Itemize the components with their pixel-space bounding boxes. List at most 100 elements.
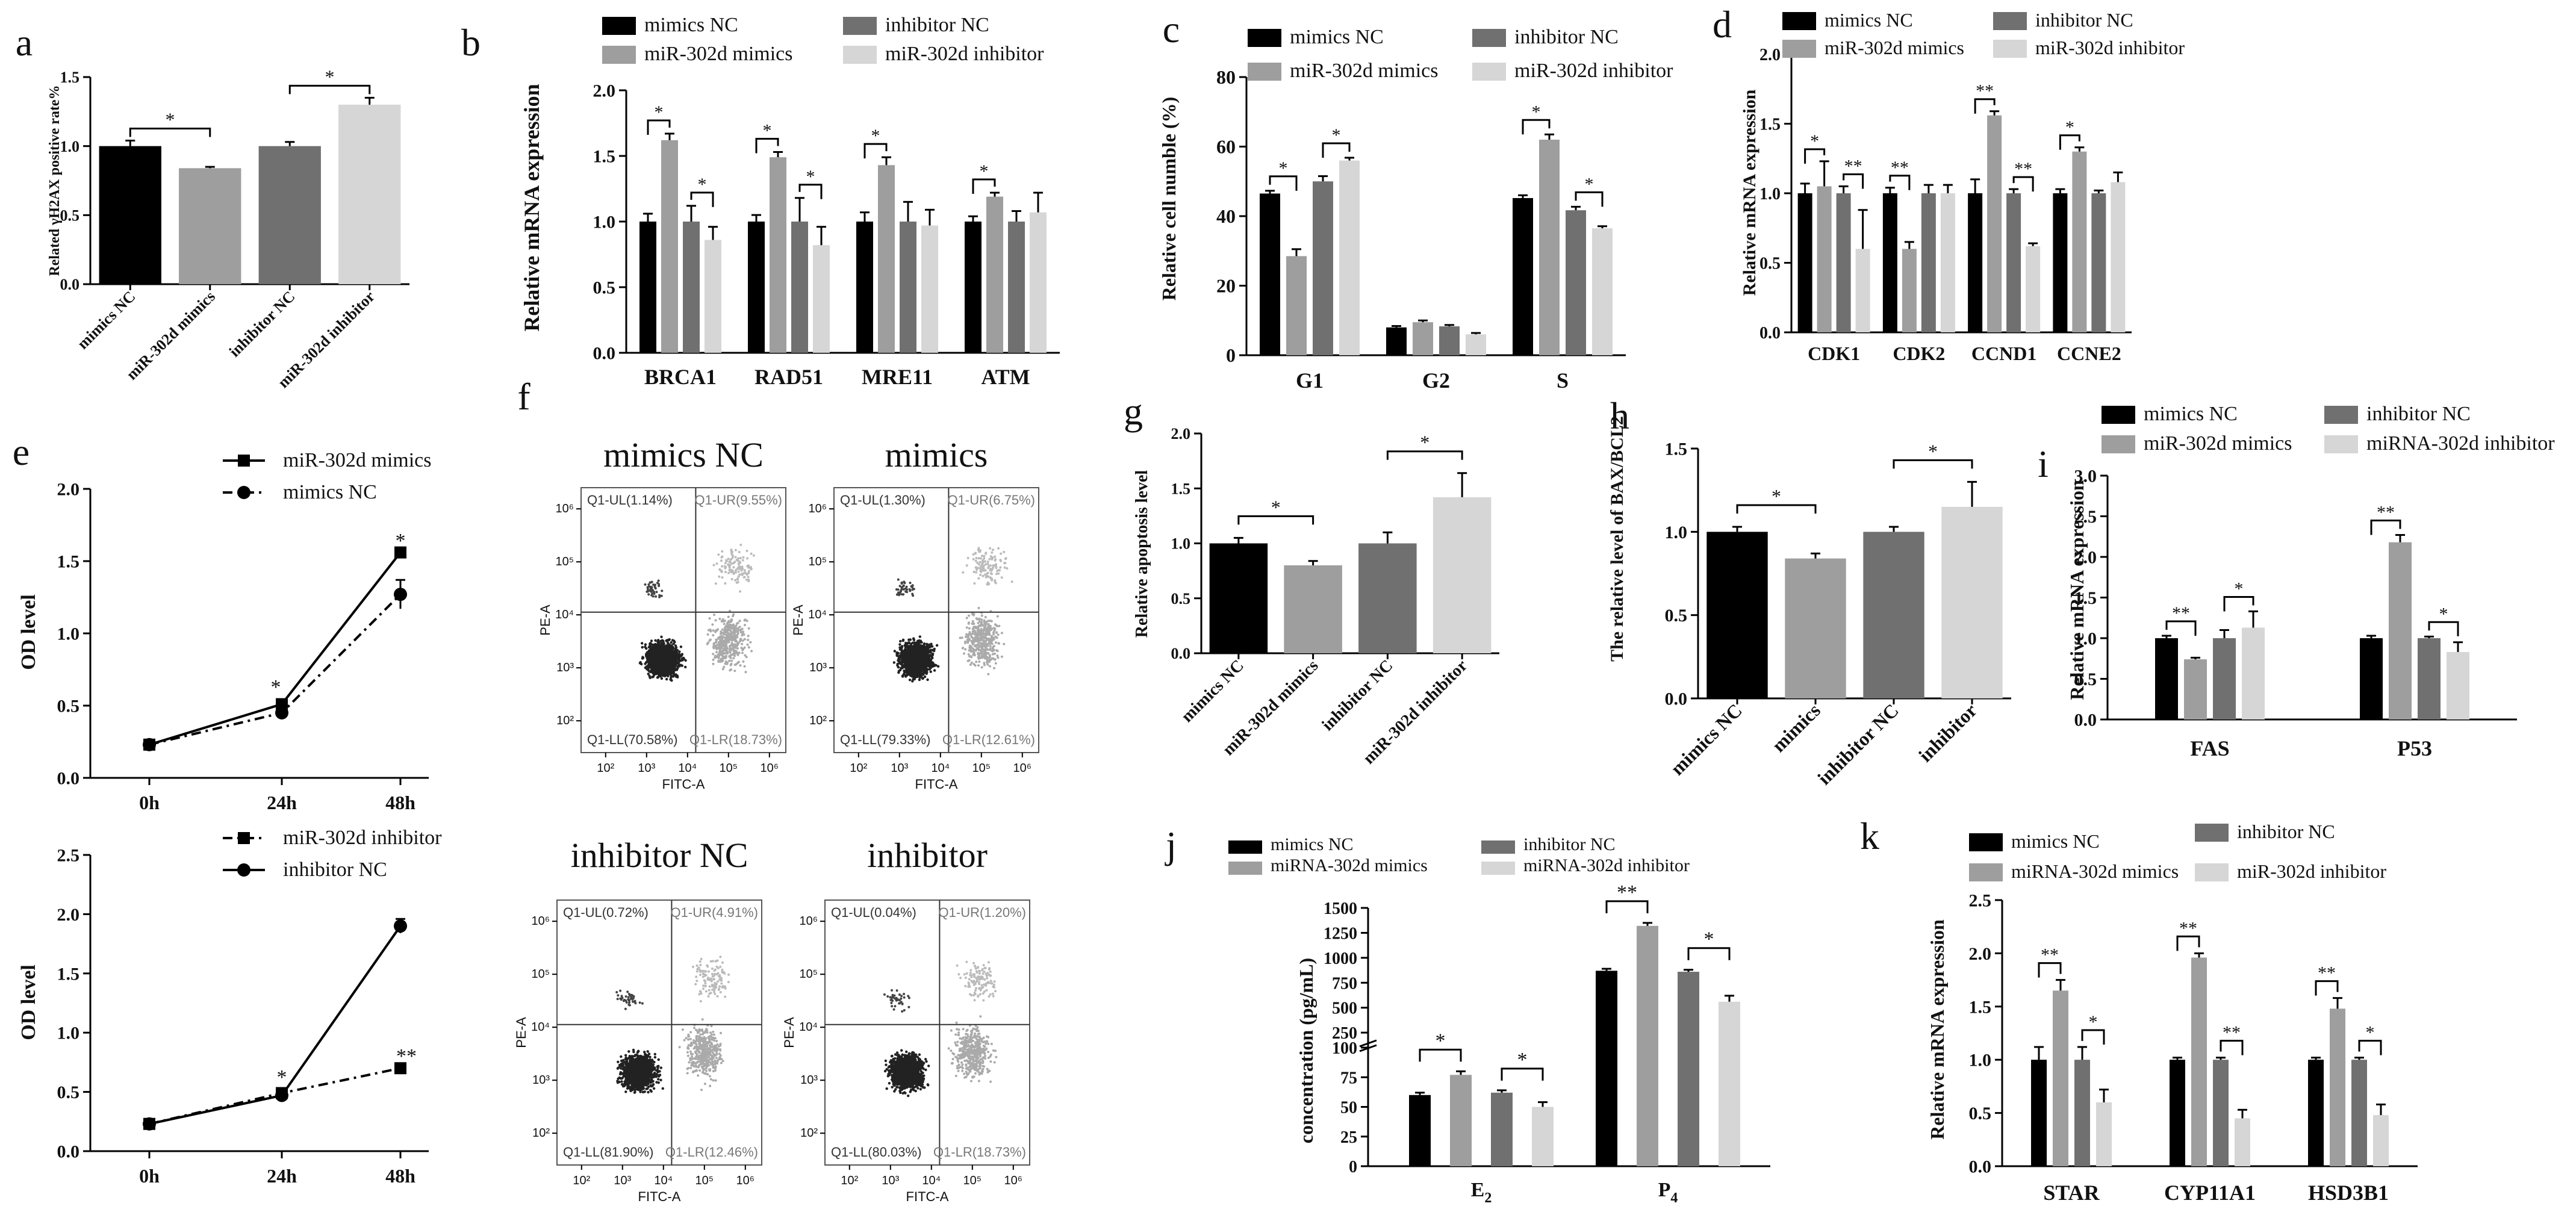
- dot-ll: [678, 650, 681, 653]
- dot-ll: [928, 654, 932, 658]
- dot-right: [742, 660, 745, 663]
- dot-right: [977, 648, 980, 651]
- dot-ll: [684, 659, 687, 662]
- significance-bracket: [647, 119, 671, 135]
- dot-ur: [1003, 550, 1006, 553]
- dot-ur: [999, 566, 1002, 569]
- dot-ll: [666, 639, 669, 642]
- flow-plot-frame: [580, 487, 786, 753]
- dot-ll: [646, 665, 649, 668]
- dot-ll: [675, 660, 678, 663]
- y-tick-label: 2.0: [1171, 425, 1191, 443]
- dot-right: [708, 617, 711, 620]
- flow-plot-2: Q1-UL(1.30%) Q1-UR(6.75%)Q1-LL(79.33%) Q1-…: [791, 435, 1039, 792]
- y-tick-label: 0.5: [57, 1083, 80, 1102]
- dot-ll: [915, 663, 918, 666]
- flow-plot-frame: [833, 487, 1039, 753]
- significance-bracket: [2081, 1029, 2105, 1045]
- dot-right: [971, 622, 974, 625]
- dot-right: [744, 624, 746, 627]
- dot-right: [992, 648, 995, 651]
- significance-label: *: [166, 108, 175, 130]
- dot-ll: [647, 673, 650, 676]
- dot-ll: [926, 650, 929, 653]
- dot-right: [994, 641, 997, 644]
- dot-ul: [654, 587, 657, 590]
- dot-right: [983, 662, 986, 665]
- significance-label: **: [2014, 159, 2032, 179]
- dot-ur: [735, 581, 738, 584]
- x-category-label: CCND1: [1971, 343, 2036, 364]
- dot-ll: [670, 641, 673, 644]
- dot-ur: [966, 556, 969, 559]
- chart-panel-k: 0.00.51.01.52.02.5STAR***CYP11A1****HSD3…: [1860, 815, 2418, 1205]
- point-marker: [394, 546, 406, 559]
- dot-ul: [897, 594, 900, 597]
- y-tick-label: 2.0: [57, 905, 80, 925]
- flow-plot-title: mimics NC: [603, 435, 764, 474]
- legend-swatch-1: [1248, 29, 1281, 47]
- significance-bracket: [2165, 620, 2197, 636]
- dot-ll: [915, 642, 918, 645]
- dot-ll: [892, 661, 896, 664]
- bar-b-rad51-1: [748, 222, 765, 353]
- significance-bracket: [972, 178, 996, 194]
- legend-swatch-3: [843, 17, 877, 35]
- significance-label: *: [396, 530, 406, 552]
- dot-ll: [652, 664, 656, 667]
- dot-ll: [659, 659, 663, 662]
- dot-right: [735, 627, 738, 630]
- legend-entry-3: inhibitor NC: [885, 14, 989, 36]
- dot-right: [978, 620, 981, 623]
- dot-right: [963, 652, 965, 655]
- dot-ll: [640, 662, 643, 666]
- dot-ll: [658, 667, 661, 670]
- significance-bracket: [1843, 173, 1864, 189]
- dot-ul: [655, 595, 658, 598]
- dot-ll: [664, 663, 667, 667]
- quadrant-ll-label: Q1-LL(70.58%): [587, 732, 677, 747]
- dot-ll: [673, 639, 676, 642]
- y-tick-label: 1250: [1324, 924, 1357, 943]
- dot-right: [715, 639, 718, 642]
- y-tick-label: 1.0: [1969, 1051, 1992, 1070]
- dot-right: [729, 663, 732, 666]
- dot-right: [749, 641, 752, 644]
- bar-b-rad51-2: [770, 157, 786, 353]
- y-tick-label: 10²: [809, 714, 827, 727]
- y-tick-label: 10³: [556, 661, 574, 674]
- dot-ll: [624, 1090, 627, 1093]
- dot-ll: [665, 677, 668, 681]
- legend-entry-3: inhibitor NC: [1514, 26, 1619, 48]
- significance-bracket: [2315, 980, 2339, 996]
- dot-ll: [911, 666, 914, 670]
- significance-bracket: [1889, 175, 1911, 190]
- dot-ll: [659, 639, 662, 643]
- dot-ur: [730, 548, 733, 551]
- y-tick-label: 75: [1340, 1069, 1357, 1087]
- dot-ul: [897, 578, 900, 581]
- significance-label: *: [2439, 604, 2448, 624]
- significance-bracket: [1804, 148, 1826, 164]
- dot-right: [718, 643, 721, 646]
- dot-ll: [909, 665, 912, 668]
- dot-ll: [676, 665, 679, 668]
- x-axis-title: FITC-A: [662, 777, 705, 792]
- dot-ll: [907, 660, 910, 663]
- dot-ur: [1006, 567, 1009, 570]
- dot-ur: [972, 558, 975, 561]
- significance-label: **: [396, 1045, 417, 1067]
- dot-ur: [737, 570, 740, 573]
- bar-h-1: [1706, 532, 1768, 698]
- dot-right: [986, 663, 989, 666]
- significance-bracket: [2059, 134, 2080, 150]
- x-category-label: mimics NC: [74, 288, 139, 353]
- bar-d-ccne2-1: [2053, 193, 2068, 332]
- dot-ur: [1000, 576, 1003, 579]
- dot-right: [741, 651, 744, 654]
- dot-ur: [988, 558, 991, 561]
- dot-ur: [990, 578, 993, 580]
- dot-ur: [994, 555, 997, 558]
- bar-j-e-3: [1491, 1092, 1513, 1166]
- x-category-label: E2: [1471, 1179, 1492, 1206]
